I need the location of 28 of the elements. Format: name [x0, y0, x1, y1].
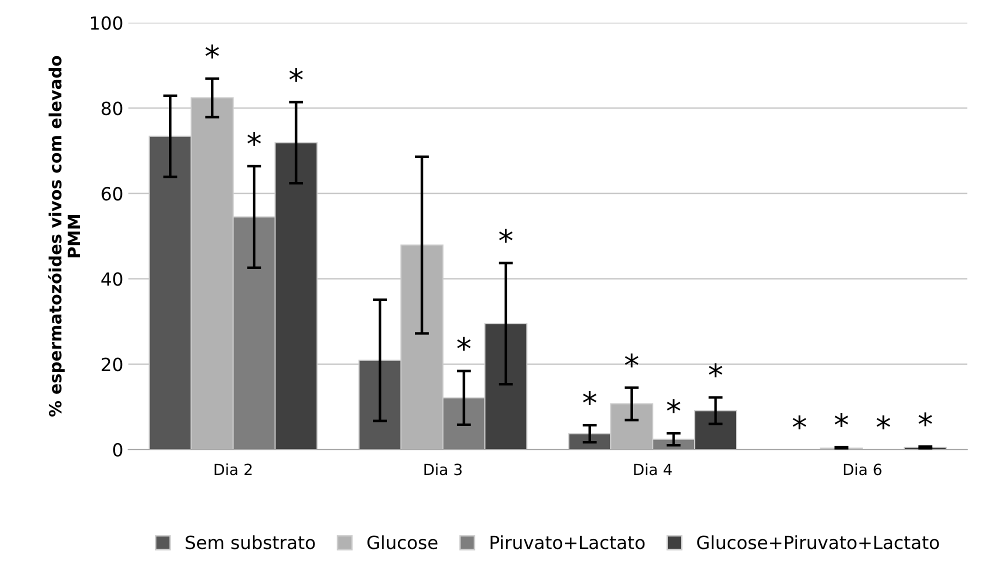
y-tick-label: 80: [102, 102, 122, 116]
y-tick-label: 60: [102, 186, 122, 201]
data-label: *: [499, 228, 513, 243]
data-label: *: [205, 44, 219, 58]
data-label: *: [583, 391, 596, 405]
y-tick-label: 40: [101, 272, 122, 286]
data-label: *: [624, 353, 638, 368]
legend-label: Glucose+Piruvato+Lactato: [697, 535, 939, 550]
data-label: *: [834, 413, 848, 427]
x-tick-label: Dia 6: [844, 463, 882, 476]
data-label: *: [247, 132, 261, 146]
data-label: *: [666, 399, 680, 414]
text: *: [876, 415, 890, 430]
x-tick-label: Dia 3: [424, 463, 462, 476]
data-label: *: [708, 363, 722, 378]
data-label: *: [918, 412, 932, 426]
y-tick-label: 0: [113, 442, 122, 457]
text: *: [792, 415, 806, 430]
x-tick-label: Dia 2: [214, 463, 252, 476]
data-label: *: [289, 68, 303, 82]
x-tick-label: Dia 4: [634, 463, 672, 476]
legend-label: Piruvato+Lactato: [490, 535, 645, 550]
legend-label: Sem substrato: [186, 535, 315, 550]
y-axis-title: % espermatozóides vivos com elevado PMM: [48, 56, 80, 417]
data-label: *: [457, 336, 471, 351]
y-tick-label: 20: [102, 358, 122, 372]
legend-label: Glucose: [367, 535, 438, 550]
y-tick-label: 100: [90, 16, 122, 30]
